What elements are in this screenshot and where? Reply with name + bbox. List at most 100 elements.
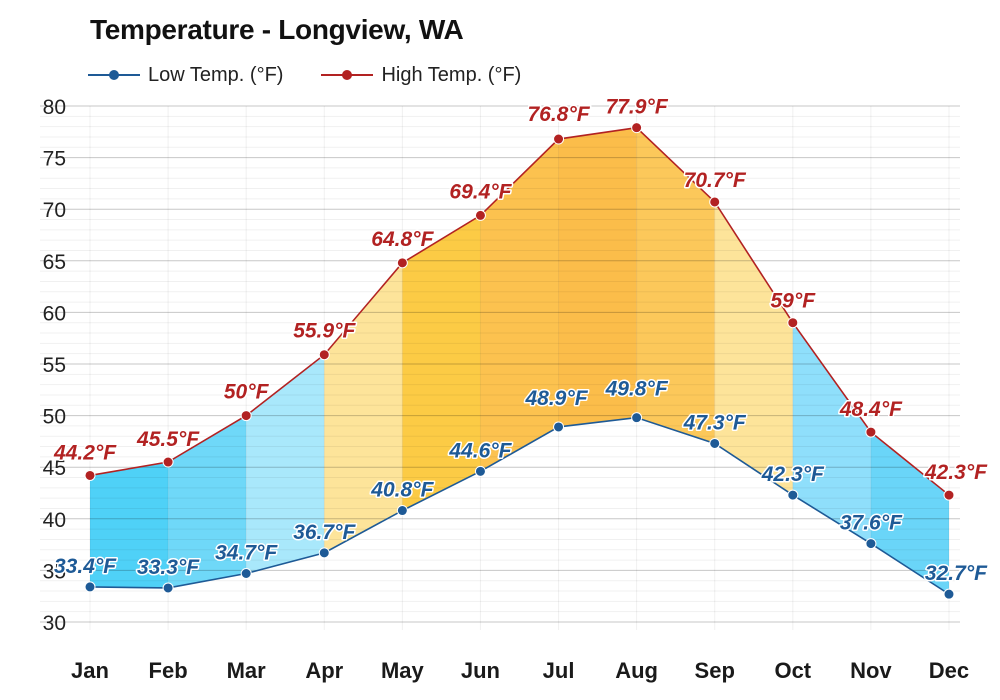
high-label-may: 64.8°F: [371, 228, 434, 251]
x-axis: Jan Feb Mar Apr May Jun Jul Aug Sep Oct Nov Dec: [71, 658, 969, 683]
y-tick-label: 30: [43, 612, 66, 635]
high-point-apr: [318, 349, 330, 361]
high-point-oct: [787, 317, 799, 329]
low-point-nov: [865, 538, 877, 550]
band-apr: [324, 262, 403, 553]
low-label-may: 40.8°F: [370, 479, 434, 502]
band-mar: [246, 354, 325, 574]
month-bands: [90, 127, 949, 595]
x-tick-label: Apr: [305, 658, 343, 683]
x-tick-label: Oct: [774, 658, 811, 683]
high-point-dec: [943, 489, 955, 501]
chart-title: Temperature - Longview, WA: [90, 14, 464, 45]
low-point-apr: [318, 547, 330, 559]
legend-label-high: High Temp. (°F): [381, 63, 522, 86]
y-tick-label: 45: [43, 457, 66, 480]
legend-item-high[interactable]: High Temp. (°F): [321, 64, 521, 87]
y-tick-label: 65: [43, 251, 66, 274]
x-tick-label: Sep: [695, 658, 735, 683]
high-label-jun: 69.4°F: [449, 180, 512, 203]
band-aug: [636, 127, 715, 444]
y-tick-label: 50: [43, 406, 66, 429]
high-label-jan: 44.2°F: [53, 441, 117, 464]
low-point-sep: [709, 437, 721, 449]
low-point-jan: [84, 581, 96, 593]
high-label-feb: 45.5°F: [136, 428, 200, 451]
x-tick-label: May: [381, 658, 425, 683]
high-point-aug: [631, 122, 643, 134]
band-oct: [792, 322, 871, 544]
high-point-jun: [474, 209, 486, 221]
band-may: [402, 215, 481, 511]
x-tick-label: Nov: [850, 658, 892, 683]
y-tick-label: 40: [43, 509, 66, 532]
band-feb: [168, 415, 247, 588]
low-point-dec: [943, 588, 955, 600]
legend-swatch-low: [88, 70, 140, 80]
low-label-feb: 33.3°F: [137, 556, 200, 579]
low-label-dec: 32.7°F: [925, 562, 988, 585]
high-point-sep: [709, 196, 721, 208]
data-points: [84, 122, 955, 600]
legend-item-low[interactable]: Low Temp. (°F): [88, 64, 283, 87]
legend: Low Temp. (°F) High Temp. (°F): [88, 60, 559, 90]
band-sep: [714, 201, 793, 496]
low-temp-line: [89, 416, 950, 595]
band-jul: [558, 127, 637, 427]
y-tick-label: 55: [43, 354, 66, 377]
high-point-jul: [553, 133, 565, 145]
x-tick-label: Jun: [461, 658, 500, 683]
low-label-oct: 42.3°F: [761, 463, 825, 486]
high-point-feb: [162, 456, 174, 468]
legend-swatch-high: [321, 70, 374, 80]
high-label-jul: 76.8°F: [527, 103, 590, 126]
high-label-mar: 50°F: [224, 381, 270, 404]
y-axis: 30 35 40 45 50 55 60 65 70 75 80: [43, 96, 66, 635]
high-label-apr: 55.9°F: [293, 320, 356, 343]
low-point-mar: [240, 567, 252, 579]
band-nov: [870, 432, 949, 595]
low-point-oct: [787, 489, 799, 501]
y-tick-label: 80: [43, 96, 66, 119]
high-label-nov: 48.4°F: [839, 398, 903, 421]
high-label-oct: 59°F: [771, 290, 817, 313]
low-label-jan: 33.4°F: [54, 555, 117, 578]
high-temp-line: [89, 126, 950, 496]
y-tick-label: 75: [43, 148, 66, 171]
x-tick-label: Jan: [71, 658, 109, 683]
low-point-jul: [553, 421, 565, 433]
low-point-aug: [631, 412, 643, 424]
series-lines: [89, 126, 950, 595]
low-label-mar: 34.7°F: [215, 541, 278, 564]
high-point-mar: [240, 410, 252, 422]
high-point-nov: [865, 426, 877, 438]
low-label-aug: 49.8°F: [605, 378, 669, 401]
low-label-nov: 37.6°F: [840, 512, 903, 535]
data-labels: 33.4°F 33.3°F 34.7°F 36.7°F 40.8°F 44.6°F 48.9…: [52, 94, 990, 586]
y-tick-label: 70: [43, 199, 66, 222]
x-tick-label: Mar: [227, 658, 267, 683]
legend-label-low: Low Temp. (°F): [148, 63, 284, 86]
band-jun: [480, 139, 559, 472]
x-tick-label: Dec: [929, 658, 969, 683]
y-tick-label: 35: [43, 560, 66, 583]
low-point-may: [396, 505, 408, 517]
low-label-jun: 44.6°F: [448, 439, 512, 462]
high-label-aug: 77.9°F: [606, 96, 669, 119]
gridlines: [40, 105, 960, 630]
high-label-sep: 70.7°F: [684, 169, 747, 192]
low-point-jun: [474, 465, 486, 477]
high-point-may: [396, 257, 408, 269]
low-label-apr: 36.7°F: [293, 521, 356, 544]
x-tick-label: Jul: [543, 658, 575, 683]
low-label-sep: 47.3°F: [683, 411, 747, 434]
high-point-jan: [84, 469, 96, 481]
y-tick-label: 60: [43, 302, 66, 325]
band-jan: [90, 462, 169, 588]
low-point-feb: [162, 582, 174, 594]
high-label-dec: 42.3°F: [924, 461, 988, 484]
low-label-jul: 48.9°F: [524, 387, 588, 410]
x-tick-label: Feb: [149, 658, 188, 683]
x-tick-label: Aug: [615, 658, 658, 683]
